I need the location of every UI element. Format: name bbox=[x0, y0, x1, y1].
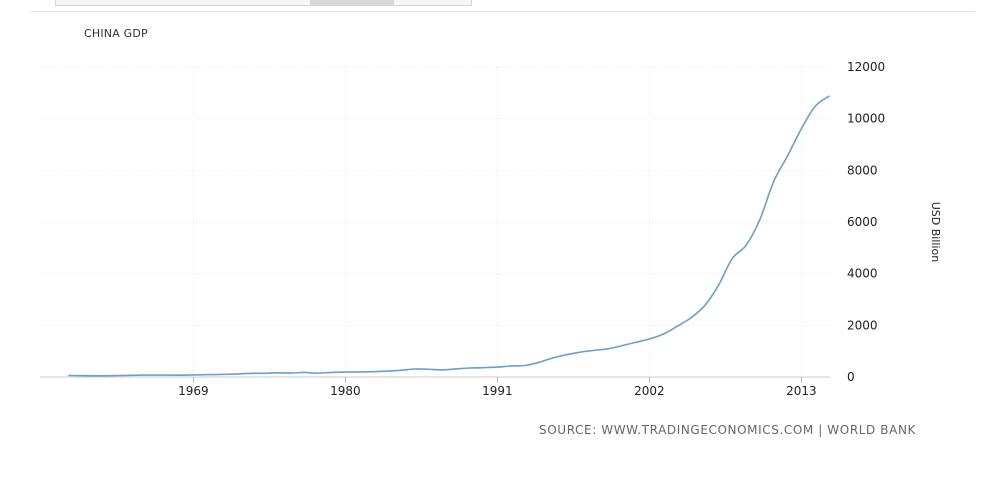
y-tick-label: 8000 bbox=[847, 163, 878, 177]
y-tick-labels: 0 2000 4000 6000 8000 10000 12000 bbox=[847, 60, 885, 384]
series-line bbox=[68, 95, 830, 377]
y-tick-label: 12000 bbox=[847, 60, 885, 74]
y-tick-label: 0 bbox=[847, 370, 855, 384]
source-credit: SOURCE: WWW.TRADINGECONOMICS.COM | WORLD… bbox=[539, 423, 916, 437]
top-divider bbox=[30, 11, 975, 12]
y-axis-label: USD Billion bbox=[929, 202, 942, 263]
y-tick-label: 6000 bbox=[847, 215, 878, 229]
y-tick-label: 10000 bbox=[847, 112, 885, 126]
x-tick-label: 2013 bbox=[786, 384, 817, 398]
chart-title: CHINA GDP bbox=[84, 27, 148, 40]
top-tab-strip[interactable] bbox=[55, 0, 472, 6]
y-tick-label: 4000 bbox=[847, 267, 878, 281]
series-lines bbox=[68, 95, 830, 377]
x-tick-label: 2002 bbox=[634, 384, 665, 398]
x-tick-label: 1980 bbox=[330, 384, 361, 398]
grid-lines bbox=[40, 66, 830, 383]
y-tick-label: 2000 bbox=[847, 318, 878, 332]
top-tab-active[interactable] bbox=[310, 0, 394, 5]
x-tick-label: 1969 bbox=[178, 384, 209, 398]
x-tick-labels: 1969 1980 1991 2002 2013 bbox=[178, 384, 817, 398]
top-tab-bar bbox=[0, 0, 1000, 14]
x-tick-label: 1991 bbox=[482, 384, 513, 398]
